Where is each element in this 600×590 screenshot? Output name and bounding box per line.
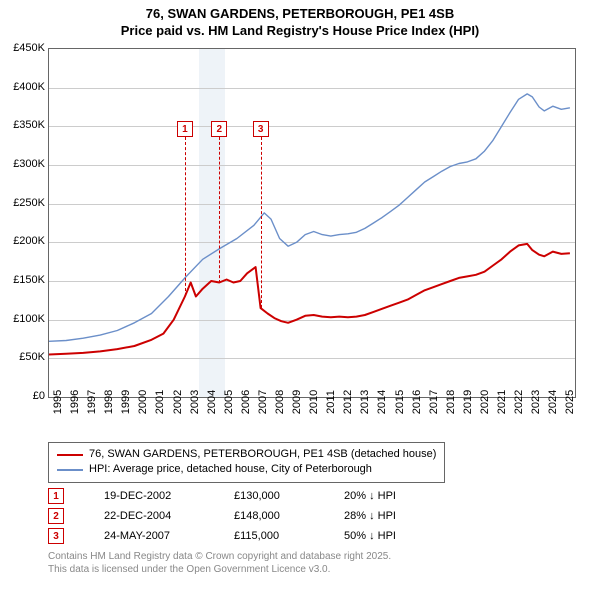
footer-line-2: This data is licensed under the Open Gov…: [48, 564, 330, 575]
legend-swatch: [57, 469, 83, 470]
marker-date: 19-DEC-2002: [104, 490, 234, 502]
marker-number-box: 3: [48, 528, 64, 544]
marker-number-box: 2: [48, 508, 64, 524]
y-tick-label: £350K: [5, 119, 45, 131]
chart-plot-area: 1 2 3: [48, 48, 576, 398]
y-tick-label: £100K: [5, 313, 45, 325]
footer-attribution: Contains HM Land Registry data © Crown c…: [48, 550, 391, 576]
y-tick-label: £50K: [5, 351, 45, 363]
legend-item: 76, SWAN GARDENS, PETERBOROUGH, PE1 4SB …: [57, 447, 436, 462]
marker-line: [261, 137, 262, 308]
y-tick-label: £150K: [5, 274, 45, 286]
chart-title: 76, SWAN GARDENS, PETERBOROUGH, PE1 4SB …: [0, 0, 600, 40]
marker-row: 1 19-DEC-2002£130,00020% ↓ HPI: [48, 486, 396, 506]
legend-box: 76, SWAN GARDENS, PETERBOROUGH, PE1 4SB …: [48, 442, 445, 483]
marker-date: 24-MAY-2007: [104, 530, 234, 542]
marker-row: 3 24-MAY-2007£115,00050% ↓ HPI: [48, 526, 396, 546]
title-line-2: Price paid vs. HM Land Registry's House …: [121, 23, 480, 38]
marker-row: 2 22-DEC-2004£148,00028% ↓ HPI: [48, 506, 396, 526]
y-tick-label: £250K: [5, 197, 45, 209]
marker-change: 20% ↓ HPI: [344, 490, 396, 502]
title-line-1: 76, SWAN GARDENS, PETERBOROUGH, PE1 4SB: [146, 6, 454, 21]
marker-date: 22-DEC-2004: [104, 510, 234, 522]
marker-line: [185, 137, 186, 296]
y-tick-label: £200K: [5, 235, 45, 247]
marker-change: 50% ↓ HPI: [344, 530, 396, 542]
marker-line: [219, 137, 220, 283]
chart-marker-2: 2: [211, 121, 227, 137]
marker-price: £130,000: [234, 490, 344, 502]
marker-number-box: 1: [48, 488, 64, 504]
legend-label: 76, SWAN GARDENS, PETERBOROUGH, PE1 4SB …: [89, 447, 436, 462]
series-property: [49, 244, 570, 355]
series-hpi: [49, 94, 570, 341]
marker-price: £115,000: [234, 530, 344, 542]
legend-label: HPI: Average price, detached house, City…: [89, 462, 372, 477]
marker-price: £148,000: [234, 510, 344, 522]
chart-marker-3: 3: [253, 121, 269, 137]
chart-marker-1: 1: [177, 121, 193, 137]
y-tick-label: £0: [5, 390, 45, 402]
legend-item: HPI: Average price, detached house, City…: [57, 462, 436, 477]
marker-change: 28% ↓ HPI: [344, 510, 396, 522]
y-tick-label: £450K: [5, 42, 45, 54]
legend-swatch: [57, 454, 83, 456]
marker-table: 1 19-DEC-2002£130,00020% ↓ HPI 2 22-DEC-200…: [48, 486, 396, 546]
y-tick-label: £300K: [5, 158, 45, 170]
chart-lines: [49, 49, 575, 397]
footer-line-1: Contains HM Land Registry data © Crown c…: [48, 551, 391, 562]
y-tick-label: £400K: [5, 81, 45, 93]
